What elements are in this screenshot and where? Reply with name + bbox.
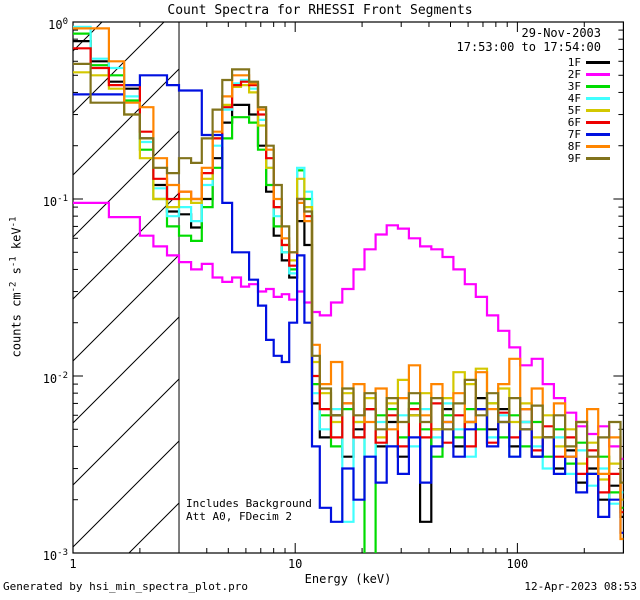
- legend-label: 8F: [567, 139, 581, 153]
- legend-item: 6F: [545, 115, 610, 129]
- x-tick-label: 10: [287, 557, 303, 571]
- y-label-sup: -1: [8, 216, 19, 228]
- y-axis-label: counts cm-2 s-1 keV-1: [9, 217, 24, 358]
- legend-item: 8F: [545, 139, 610, 153]
- y-label-part: counts cm: [9, 292, 24, 358]
- y-tick-label: 100: [48, 17, 68, 32]
- legend-label: 2F: [567, 67, 581, 81]
- observation-time-range: 17:53:00 to 17:54:00: [456, 40, 602, 54]
- legend-label: 3F: [567, 79, 581, 93]
- legend-item: 1F: [545, 55, 610, 69]
- spectrum-curve-7F: [73, 74, 624, 534]
- legend-label: 6F: [567, 115, 581, 129]
- spectrum-curve-4F: [73, 25, 624, 523]
- y-label-sup: -2: [8, 281, 19, 293]
- x-axis-label: Energy (keV): [304, 572, 392, 586]
- legend-line: [586, 60, 610, 64]
- spectrum-curve-9F: [73, 62, 624, 484]
- y-tick-label: 10-3: [42, 548, 68, 563]
- legend-line: [586, 156, 610, 160]
- legend-label: 5F: [567, 103, 581, 117]
- x-tick-label: 100: [506, 557, 529, 571]
- spectrum-curve-5F: [73, 71, 624, 501]
- y-label-sup: -1: [8, 256, 19, 268]
- hatched-region: [73, 22, 180, 553]
- y-label-part: s: [9, 267, 24, 282]
- generator-credit: Generated by hsi_min_spectra_plot.pro: [3, 580, 249, 593]
- spectrum-curve-2F: [73, 201, 624, 460]
- legend-line: [586, 84, 610, 88]
- legend-item: 5F: [545, 103, 610, 117]
- legend-label: 9F: [567, 151, 581, 165]
- chart-title: Count Spectra for RHESSI Front Segments: [167, 3, 473, 18]
- plot-frame: [72, 21, 625, 554]
- legend: 1F 2F 3F 4F 5F 6F 7F 8F 9F: [545, 55, 610, 165]
- render-timestamp: 12-Apr-2023 08:53: [524, 580, 637, 593]
- legend-label: 4F: [567, 91, 581, 105]
- annotation-attenuator: Att A0, FDecim 2: [186, 510, 292, 523]
- annotation-background: Includes Background: [186, 497, 312, 510]
- legend-item: 7F: [545, 127, 610, 141]
- legend-line: [586, 72, 610, 76]
- legend-line: [586, 108, 610, 112]
- legend-label: 7F: [567, 127, 581, 141]
- legend-line: [586, 96, 610, 100]
- y-tick-label: 10-1: [42, 194, 68, 209]
- y-tick-label: 10-2: [42, 371, 68, 386]
- legend-label: 1F: [567, 55, 581, 69]
- legend-item: 2F: [545, 67, 610, 81]
- x-tick-label: 1: [69, 557, 77, 571]
- plot-annotation: Includes Background Att A0, FDecim 2: [186, 497, 312, 523]
- legend-line: [586, 144, 610, 148]
- legend-line: [586, 120, 610, 124]
- observation-interval: 29-Nov-2003 17:53:00 to 17:54:00: [457, 26, 602, 54]
- legend-item: 9F: [545, 151, 610, 165]
- legend-item: 3F: [545, 79, 610, 93]
- observation-date: 29-Nov-2003: [521, 26, 601, 40]
- legend-item: 4F: [545, 91, 610, 105]
- legend-line: [586, 132, 610, 136]
- y-label-part: keV: [9, 227, 24, 257]
